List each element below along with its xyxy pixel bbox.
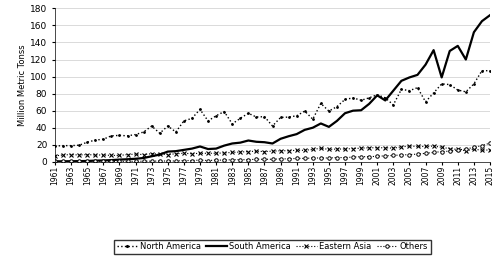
- North America: [156, 132, 162, 135]
- Eastern Asia: [132, 153, 138, 156]
- North America: [471, 82, 477, 86]
- North America: [52, 144, 58, 148]
- South America: [479, 20, 485, 23]
- North America: [213, 114, 219, 117]
- Eastern Asia: [446, 147, 452, 150]
- Eastern Asia: [52, 154, 58, 158]
- Eastern Asia: [487, 148, 493, 151]
- South America: [132, 157, 138, 160]
- Others: [479, 144, 485, 147]
- South America: [156, 153, 162, 156]
- Line: Others: Others: [54, 141, 492, 163]
- Eastern Asia: [479, 149, 485, 152]
- Eastern Asia: [213, 151, 219, 155]
- South America: [52, 160, 58, 163]
- Eastern Asia: [100, 153, 106, 157]
- North America: [487, 69, 493, 72]
- Eastern Asia: [406, 144, 412, 148]
- Others: [132, 160, 138, 163]
- South America: [438, 76, 444, 79]
- Line: South America: South America: [55, 15, 490, 161]
- South America: [100, 159, 106, 162]
- Others: [213, 158, 219, 162]
- South America: [487, 13, 493, 17]
- North America: [132, 133, 138, 136]
- Others: [487, 141, 493, 145]
- North America: [438, 82, 444, 86]
- Eastern Asia: [156, 153, 162, 156]
- Y-axis label: Million Metric Tonss: Million Metric Tonss: [18, 44, 28, 126]
- Others: [100, 160, 106, 163]
- South America: [213, 147, 219, 150]
- Others: [156, 159, 162, 163]
- North America: [100, 138, 106, 141]
- Line: Eastern Asia: Eastern Asia: [53, 144, 492, 158]
- North America: [479, 69, 485, 72]
- Line: North America: North America: [54, 69, 492, 147]
- Legend: North America, South America, Eastern Asia, Others: North America, South America, Eastern As…: [114, 240, 431, 254]
- Others: [52, 160, 58, 163]
- Others: [438, 150, 444, 153]
